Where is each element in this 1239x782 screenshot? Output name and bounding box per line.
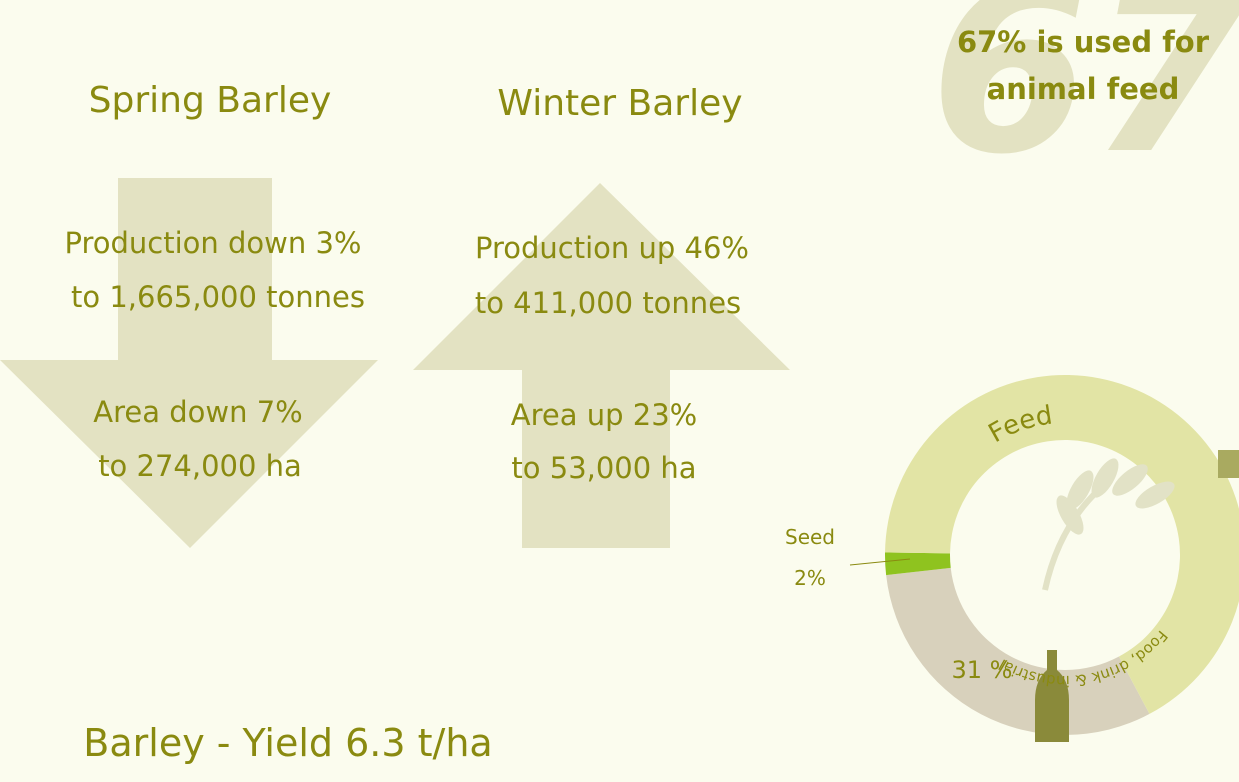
winter-production: Production up 46% bbox=[475, 231, 749, 265]
seed-label: Seed bbox=[785, 525, 835, 549]
winter-area: Area up 23% bbox=[511, 398, 697, 432]
feed-note: 67% is used for bbox=[957, 25, 1210, 59]
winter-production: to 411,000 tonnes bbox=[475, 286, 741, 320]
spring-title: Spring Barley bbox=[89, 80, 332, 121]
seed-value-label: 2% bbox=[794, 566, 826, 590]
feed-note: animal feed bbox=[987, 72, 1180, 106]
spring-production: Production down 3% bbox=[65, 226, 362, 260]
yield: Barley - Yield 6.3 t/ha bbox=[83, 721, 492, 765]
food-value-label: 31 % bbox=[952, 656, 1013, 684]
spring-area: Area down 7% bbox=[93, 395, 302, 429]
spring-area: to 274,000 ha bbox=[98, 449, 302, 483]
infographic: 67 Spring Barley Winter Barley Productio… bbox=[0, 0, 1239, 782]
winter-area: to 53,000 ha bbox=[511, 451, 696, 485]
cow-icon bbox=[1218, 450, 1239, 478]
winter-title: Winter Barley bbox=[497, 83, 742, 124]
spring-production: to 1,665,000 tonnes bbox=[71, 280, 365, 314]
